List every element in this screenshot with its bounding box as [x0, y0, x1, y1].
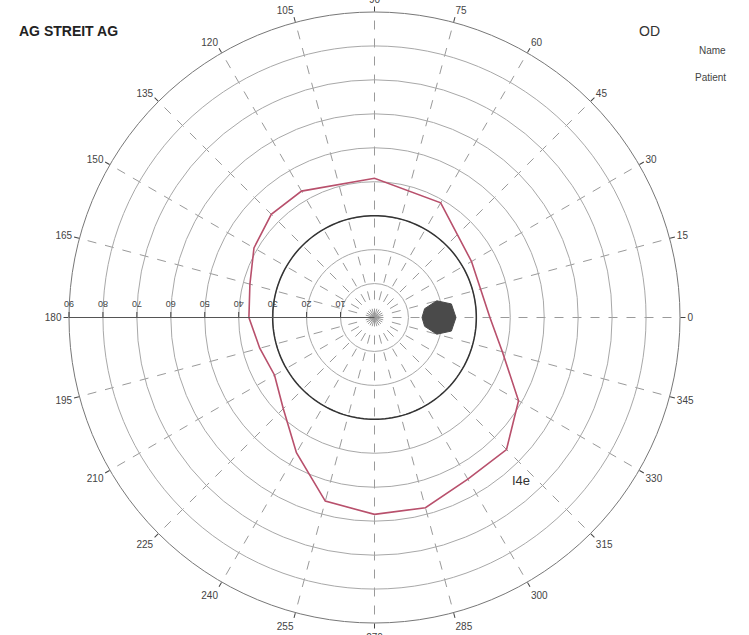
- svg-text:OD: OD: [639, 23, 660, 39]
- svg-text:15: 15: [677, 230, 689, 241]
- svg-text:105: 105: [277, 5, 294, 16]
- svg-text:255: 255: [277, 621, 294, 632]
- svg-text:165: 165: [55, 230, 72, 241]
- svg-text:10: 10: [336, 299, 346, 309]
- svg-text:135: 135: [136, 88, 153, 99]
- svg-text:285: 285: [456, 621, 473, 632]
- svg-text:70: 70: [132, 299, 142, 309]
- svg-text:225: 225: [136, 539, 153, 550]
- svg-text:315: 315: [596, 539, 613, 550]
- svg-text:150: 150: [87, 154, 104, 165]
- svg-text:AG STREIT AG: AG STREIT AG: [19, 23, 118, 39]
- svg-text:20: 20: [302, 299, 312, 309]
- svg-text:210: 210: [87, 473, 104, 484]
- svg-text:120: 120: [201, 37, 218, 48]
- svg-text:330: 330: [646, 473, 663, 484]
- svg-text:270: 270: [366, 632, 383, 635]
- svg-text:195: 195: [55, 395, 72, 406]
- svg-text:40: 40: [234, 299, 244, 309]
- svg-text:90: 90: [64, 299, 74, 309]
- svg-text:60: 60: [531, 37, 543, 48]
- svg-text:0: 0: [688, 312, 694, 323]
- svg-text:30: 30: [268, 299, 278, 309]
- svg-text:50: 50: [200, 299, 210, 309]
- svg-text:45: 45: [596, 88, 608, 99]
- svg-text:Patient: Patient: [695, 72, 726, 83]
- svg-text:80: 80: [98, 299, 108, 309]
- svg-text:180: 180: [45, 312, 62, 323]
- svg-text:60: 60: [166, 299, 176, 309]
- svg-text:240: 240: [201, 590, 218, 601]
- svg-text:90: 90: [369, 0, 381, 5]
- svg-text:345: 345: [677, 395, 694, 406]
- svg-text:75: 75: [456, 5, 468, 16]
- svg-text:I4e: I4e: [512, 473, 530, 488]
- svg-text:300: 300: [531, 590, 548, 601]
- svg-text:30: 30: [646, 154, 658, 165]
- svg-text:Name: Name: [699, 45, 726, 56]
